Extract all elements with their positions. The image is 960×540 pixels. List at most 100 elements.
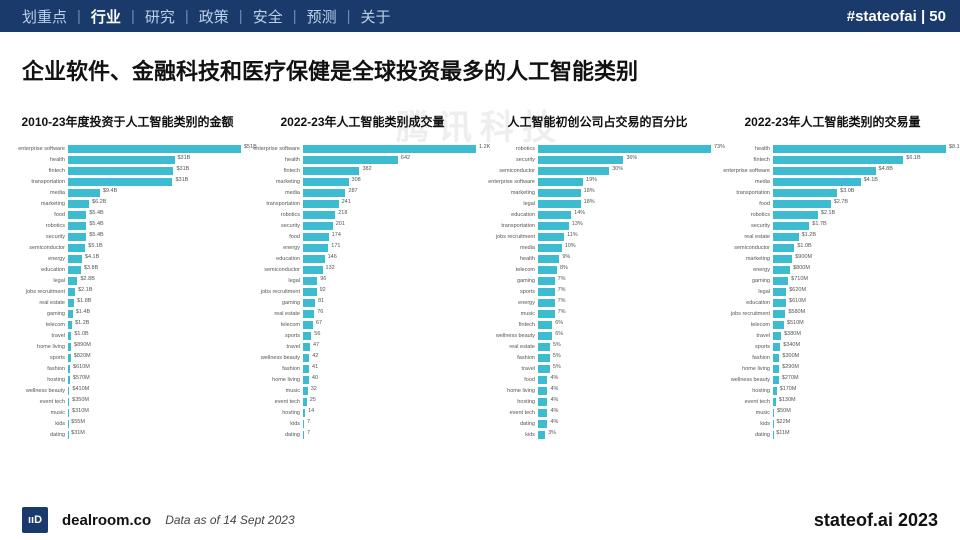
bar-label: music (484, 311, 538, 317)
bar-label: jobs recruitment (249, 289, 303, 295)
nav-item-2[interactable]: 研究 (137, 6, 183, 27)
bar-fill (68, 288, 75, 296)
bar-label: marketing (14, 201, 68, 207)
bar-value: $8.1B (946, 144, 960, 150)
bar-fill (773, 167, 876, 175)
bar-row: energy$800M (719, 265, 946, 275)
bar-fill (303, 288, 317, 296)
bar-label: fashion (719, 355, 773, 361)
bar-track: $1.0B (773, 244, 946, 252)
bar-track: 19% (538, 178, 711, 186)
nav-item-3[interactable]: 政策 (191, 6, 237, 27)
chart-0: 2010-23年度投资于人工智能类别的金额enterprise software… (14, 104, 241, 440)
bar-value: $620M (786, 287, 806, 293)
bar-fill (538, 420, 547, 428)
bar-value: $380M (781, 331, 801, 337)
bar-fill (303, 200, 339, 208)
bar-track: 47 (303, 343, 476, 351)
nav-item-1[interactable]: 行业 (83, 6, 129, 27)
bar-value: 4% (547, 375, 558, 381)
nav-item-4[interactable]: 安全 (245, 6, 291, 27)
bar-fill (538, 398, 547, 406)
bar-label: security (14, 234, 68, 240)
bar-value: 7 (304, 430, 310, 436)
bar-value: $890M (71, 342, 91, 348)
bar-track: $130M (773, 398, 946, 406)
bar-label: telecom (484, 267, 538, 273)
bar-fill (538, 288, 555, 296)
bar-fill (538, 431, 545, 439)
bar-fill (303, 222, 333, 230)
bar-value: $340M (780, 342, 800, 348)
bar-label: health (14, 157, 68, 163)
bar-fill (538, 244, 562, 252)
bar-value: $350M (69, 397, 89, 403)
bar-label: hosting (249, 410, 303, 416)
bar-fill (773, 321, 784, 329)
nav-separator: | (237, 8, 245, 25)
bar-row: media$4.1B (719, 177, 946, 187)
bar-label: music (14, 410, 68, 416)
bar-track: $270M (773, 376, 946, 384)
nav-item-5[interactable]: 预测 (299, 6, 345, 27)
bar-value: 4% (547, 419, 558, 425)
bar-value: $31B (175, 155, 191, 161)
bar-track: $310M (68, 409, 241, 417)
bar-fill (538, 200, 581, 208)
nav-item-6[interactable]: 关于 (353, 6, 399, 27)
bar-label: dating (484, 421, 538, 427)
bar-fill (773, 156, 903, 164)
bar-fill (773, 288, 786, 296)
bar-row: food174 (249, 232, 476, 242)
bar-label: food (719, 201, 773, 207)
bar-value: 3% (545, 430, 556, 436)
bar-value: $1.4B (73, 309, 90, 315)
bar-row: wellness beauty$410M (14, 386, 241, 396)
dealroom-logo-icon: ııD (22, 507, 48, 533)
bar-value: 241 (339, 199, 351, 205)
bar-label: home living (484, 388, 538, 394)
bar-row: fashion41 (249, 364, 476, 374)
nav-separator: | (345, 8, 353, 25)
bar-row: music32 (249, 386, 476, 396)
bar-track: $340M (773, 343, 946, 351)
bar-fill (303, 332, 311, 340)
bar-row: kids7 (249, 419, 476, 429)
bar-row: home living$890M (14, 342, 241, 352)
bar-label: fashion (14, 366, 68, 372)
bar-fill (538, 233, 564, 241)
bar-value: 642 (398, 155, 410, 161)
bar-track: $5.1B (68, 244, 241, 252)
bar-label: robotics (484, 146, 538, 152)
bar-value: 10% (562, 243, 576, 249)
bar-row: event tech4% (484, 408, 711, 418)
bar-label: transportation (484, 223, 538, 229)
bar-row: fashion5% (484, 353, 711, 363)
bar-row: gaming$710M (719, 276, 946, 286)
bar-track: $1.7B (773, 222, 946, 230)
bar-track: $31B (68, 167, 241, 175)
bar-value: $31B (173, 166, 189, 172)
bar-row: health$8.1B (719, 144, 946, 154)
bar-label: dating (719, 432, 773, 438)
bar-track: 4% (538, 398, 711, 406)
bar-label: dating (249, 432, 303, 438)
bar-fill (538, 222, 569, 230)
bar-value: 30% (609, 166, 623, 172)
nav-item-0[interactable]: 划重点 (14, 6, 75, 27)
bar-track: $1.0B (68, 332, 241, 340)
bar-value: $6.1B (903, 155, 920, 161)
bar-fill (303, 299, 315, 307)
bar-row: transportation$31B (14, 177, 241, 187)
bar-track: 241 (303, 200, 476, 208)
bar-row: event tech25 (249, 397, 476, 407)
bar-track: $610M (773, 299, 946, 307)
bar-label: kids (719, 421, 773, 427)
bar-label: marketing (719, 256, 773, 262)
bar-label: travel (249, 344, 303, 350)
bar-track: 8% (538, 266, 711, 274)
bar-row: travel5% (484, 364, 711, 374)
bar-label: enterprise software (719, 168, 773, 174)
bar-row: food4% (484, 375, 711, 385)
bar-fill (538, 376, 547, 384)
